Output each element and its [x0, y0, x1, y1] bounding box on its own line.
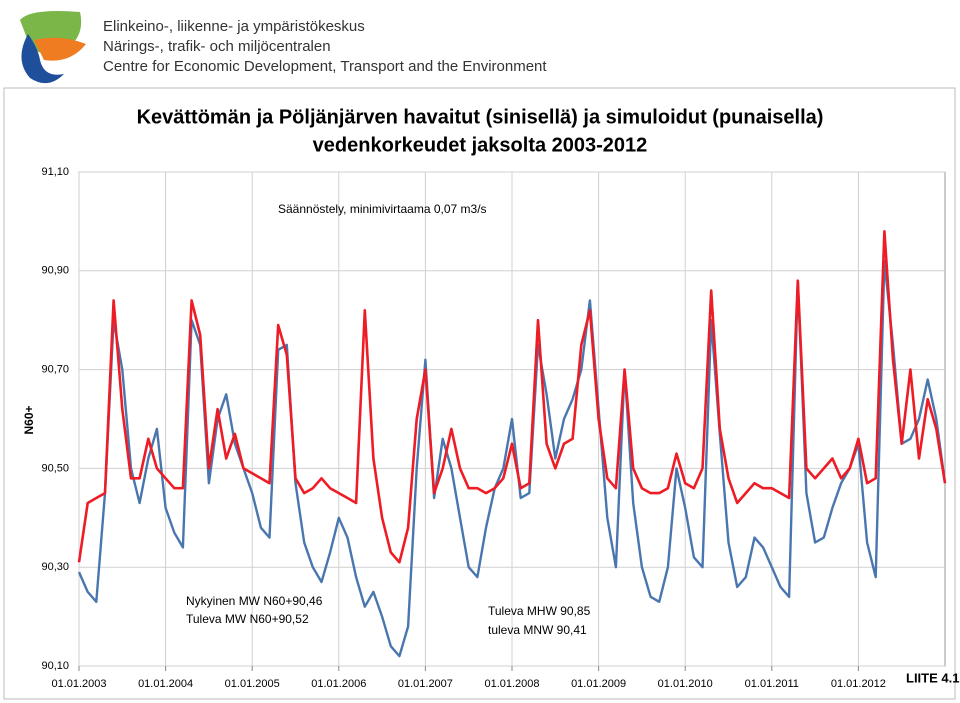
- annotation: Tuleva MW N60+90,52: [186, 612, 309, 626]
- x-tick-label: 01.01.2005: [225, 678, 280, 690]
- x-tick-label: 01.01.2004: [138, 678, 193, 690]
- chart-title: vedenkorkeudet jaksolta 2003-2012: [313, 134, 648, 156]
- annotation: Säännöstely, minimivirtaama 0,07 m3/s: [278, 202, 487, 216]
- y-tick-label: 90,30: [41, 561, 69, 573]
- annotation: Nykyinen MW N60+90,46: [186, 594, 323, 608]
- x-tick-label: 01.01.2008: [484, 678, 539, 690]
- x-tick-label: 01.01.2012: [831, 678, 886, 690]
- chart-title: Kevättömän ja Pöljänjärven havaitut (sin…: [137, 106, 824, 128]
- x-tick-label: 01.01.2009: [571, 678, 626, 690]
- x-tick-label: 01.01.2003: [51, 678, 106, 690]
- x-tick-label: 01.01.2006: [311, 678, 366, 690]
- logo: [20, 11, 86, 84]
- series-line: [77, 230, 947, 564]
- y-axis-label: N60+: [22, 405, 36, 434]
- header-line: Centre for Economic Development, Transpo…: [103, 58, 547, 75]
- x-tick-label: 01.01.2011: [745, 678, 799, 690]
- y-tick-label: 90,10: [41, 660, 69, 672]
- header-line: Närings-, trafik- och miljöcentralen: [103, 38, 331, 55]
- y-tick-label: 90,70: [41, 364, 69, 376]
- logo-leaf: [34, 37, 86, 61]
- logo-leaf: [21, 34, 64, 84]
- y-tick-label: 90,90: [41, 265, 69, 277]
- annotation: tuleva MNW 90,41: [488, 623, 587, 637]
- x-tick-label: 01.01.2007: [398, 678, 453, 690]
- annotation: Tuleva MHW 90,85: [488, 604, 591, 618]
- y-tick-label: 90,50: [41, 462, 69, 474]
- x-tick-label: 01.01.2010: [658, 678, 713, 690]
- y-tick-label: 91,10: [41, 166, 69, 178]
- corner-label: LIITE 4.1: [906, 670, 959, 685]
- header-line: Elinkeino-, liikenne- ja ympäristökeskus: [103, 18, 365, 35]
